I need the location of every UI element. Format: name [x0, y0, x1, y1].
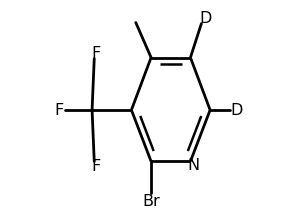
Text: F: F	[92, 159, 101, 174]
Text: D: D	[200, 11, 212, 26]
Text: F: F	[92, 46, 101, 61]
Text: D: D	[230, 103, 242, 117]
Text: Br: Br	[142, 194, 160, 209]
Text: F: F	[55, 103, 64, 117]
Text: N: N	[188, 158, 200, 173]
